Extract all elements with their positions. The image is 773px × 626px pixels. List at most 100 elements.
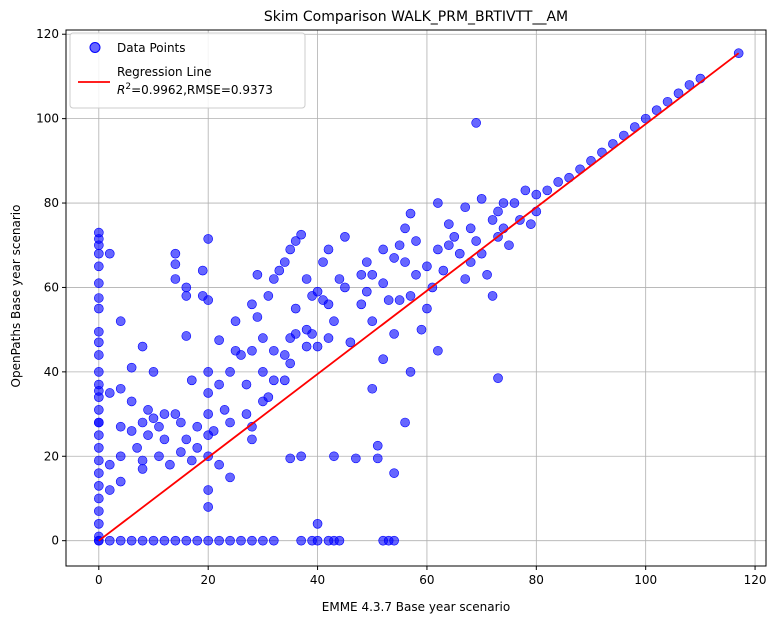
data-point [258, 535, 268, 546]
data-point [367, 316, 378, 327]
data-point [236, 350, 246, 360]
data-point [400, 257, 410, 267]
data-point [94, 303, 104, 314]
data-point [192, 535, 203, 546]
data-point [94, 386, 104, 396]
data-point [203, 234, 213, 244]
data-point [378, 354, 388, 364]
data-point [279, 375, 290, 386]
data-point [181, 331, 192, 341]
data-point [471, 118, 481, 128]
data-point [296, 451, 306, 462]
data-point [411, 269, 421, 280]
data-point [433, 198, 443, 208]
data-point [148, 367, 159, 377]
data-point [94, 506, 104, 516]
data-point [94, 481, 104, 491]
data-point [444, 240, 454, 251]
data-point [454, 248, 465, 259]
data-point [186, 375, 197, 386]
data-point [143, 430, 153, 440]
plot-data [94, 48, 744, 546]
data-point [340, 232, 350, 242]
data-point [181, 434, 192, 445]
data-point [285, 244, 296, 255]
data-point [170, 409, 181, 419]
x-tick-label: 40 [310, 573, 325, 587]
data-point [263, 291, 274, 301]
legend-r-superscript: 2 [125, 82, 131, 92]
data-point [148, 413, 159, 424]
data-point [274, 265, 285, 276]
data-point [197, 265, 208, 276]
y-tick-label: 40 [44, 365, 59, 379]
data-point [433, 244, 443, 255]
data-point [394, 240, 405, 251]
data-point [94, 293, 104, 303]
data-point [247, 345, 257, 356]
data-point [126, 426, 137, 436]
data-point [247, 434, 257, 445]
legend-label-data-points: Data Points [117, 41, 186, 55]
data-point [405, 367, 416, 377]
data-point [372, 440, 383, 451]
legend-r-letter: R [117, 83, 125, 97]
data-point [148, 535, 159, 546]
data-point [181, 291, 192, 301]
data-point [203, 502, 213, 512]
data-point [94, 493, 104, 504]
x-tick-label: 0 [95, 573, 103, 587]
legend-marker-data-points [89, 42, 101, 53]
data-point [94, 248, 104, 259]
data-point [471, 236, 481, 246]
legend-label-regression-stats: R2=0.9962,RMSE=0.9373 [117, 82, 273, 97]
data-point [225, 417, 235, 428]
data-point [394, 295, 405, 305]
data-point [285, 358, 296, 369]
y-tick-label: 80 [44, 196, 59, 210]
data-point [460, 202, 471, 213]
data-point [285, 453, 296, 464]
data-point [170, 259, 181, 270]
data-point [214, 379, 224, 390]
data-point [449, 232, 460, 242]
data-point [290, 303, 301, 314]
data-point [351, 453, 361, 464]
data-point [104, 535, 115, 546]
data-point [269, 274, 279, 284]
data-point [104, 388, 115, 398]
data-point [115, 383, 126, 394]
data-point [301, 274, 312, 284]
data-point [230, 316, 241, 327]
data-point [400, 417, 410, 428]
data-point [192, 421, 203, 432]
data-point [165, 459, 175, 470]
data-point [389, 329, 399, 339]
data-point [389, 253, 399, 263]
data-point [137, 455, 148, 466]
data-point [181, 535, 192, 546]
data-point [290, 329, 301, 339]
y-tick-label: 120 [36, 27, 59, 41]
data-point [400, 223, 410, 234]
data-point [181, 282, 192, 293]
data-point [290, 236, 301, 246]
data-point [433, 345, 443, 356]
x-tick-label: 20 [201, 573, 216, 587]
plot-frame [65, 29, 767, 567]
data-point [214, 459, 224, 470]
data-point [531, 189, 542, 200]
data-point [405, 208, 416, 219]
data-point [422, 261, 432, 272]
data-point [137, 464, 148, 474]
data-point [115, 316, 126, 327]
data-point [192, 443, 203, 453]
data-point [143, 405, 153, 415]
data-point [154, 451, 164, 462]
data-point [258, 333, 268, 343]
data-point [323, 244, 334, 255]
data-point [214, 535, 224, 546]
data-point [520, 185, 531, 196]
data-point [208, 426, 219, 436]
data-point [372, 453, 383, 464]
